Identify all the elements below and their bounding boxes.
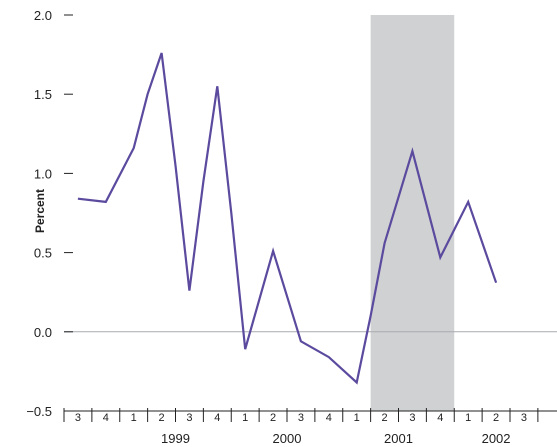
quarter-label: 3: [75, 412, 81, 424]
labels-layer: Percent 2.0 1.5 1.0 0.5 0.0 −0.5 3 4 1 2 3 4 1 2 3 4 1 2 3…: [26, 8, 527, 446]
y-tick-label: 0.5: [34, 246, 52, 261]
quarter-label: 3: [409, 412, 415, 424]
quarter-label: 4: [326, 412, 332, 424]
quarter-label: 4: [103, 412, 109, 424]
y-tick-label: 2.0: [34, 8, 52, 23]
y-tick-label: 0.0: [34, 325, 52, 340]
quarter-label: 1: [465, 412, 471, 424]
y-axis-label: Percent: [33, 189, 47, 233]
year-label: 2002: [482, 431, 511, 446]
quarter-label: 1: [131, 412, 137, 424]
series-layer: [77, 52, 498, 385]
recession-shade: [370, 15, 455, 411]
year-label: 1999: [161, 431, 190, 446]
quarter-label: 3: [186, 412, 192, 424]
y-tick-label: 1.5: [34, 87, 52, 102]
quarter-label: 3: [521, 412, 527, 424]
year-label: 2001: [384, 431, 413, 446]
quarter-label: 4: [437, 412, 443, 424]
y-tick-label: 1.0: [34, 166, 52, 181]
quarter-label: 4: [214, 412, 220, 424]
quarter-label: 2: [382, 412, 388, 424]
quarter-label: 3: [298, 412, 304, 424]
quarter-label: 2: [159, 412, 165, 424]
axes-layer: [63, 14, 557, 422]
quarter-label: 1: [242, 412, 248, 424]
quarter-label: 2: [493, 412, 499, 424]
quarter-label: 2: [270, 412, 276, 424]
recession-shading-layer: [370, 15, 455, 411]
y-tick-label: −0.5: [26, 404, 52, 419]
quarter-label: 1: [354, 412, 360, 424]
year-label: 2000: [273, 431, 302, 446]
